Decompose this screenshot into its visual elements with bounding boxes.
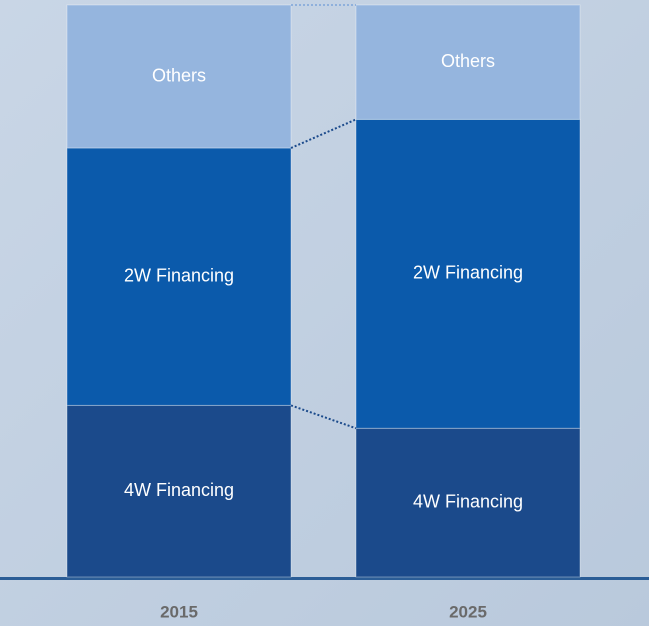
connector [290, 404, 357, 430]
bar-segment [355, 427, 581, 578]
segment-label: 4W Financing [413, 491, 523, 511]
segment-label: 2W Financing [124, 265, 234, 285]
bar-segment [66, 4, 292, 149]
bar-segment [355, 118, 581, 429]
bar-segment [355, 4, 581, 120]
bar-segment [66, 404, 292, 578]
segment-label: Others [441, 51, 495, 71]
segment-label: 4W Financing [124, 480, 234, 500]
bar-segment [66, 147, 292, 406]
segment-label: Others [152, 65, 206, 85]
segment-label: 2W Financing [413, 263, 523, 283]
x-tick-label: 2025 [449, 602, 487, 621]
x-tick-label: 2015 [160, 602, 198, 621]
